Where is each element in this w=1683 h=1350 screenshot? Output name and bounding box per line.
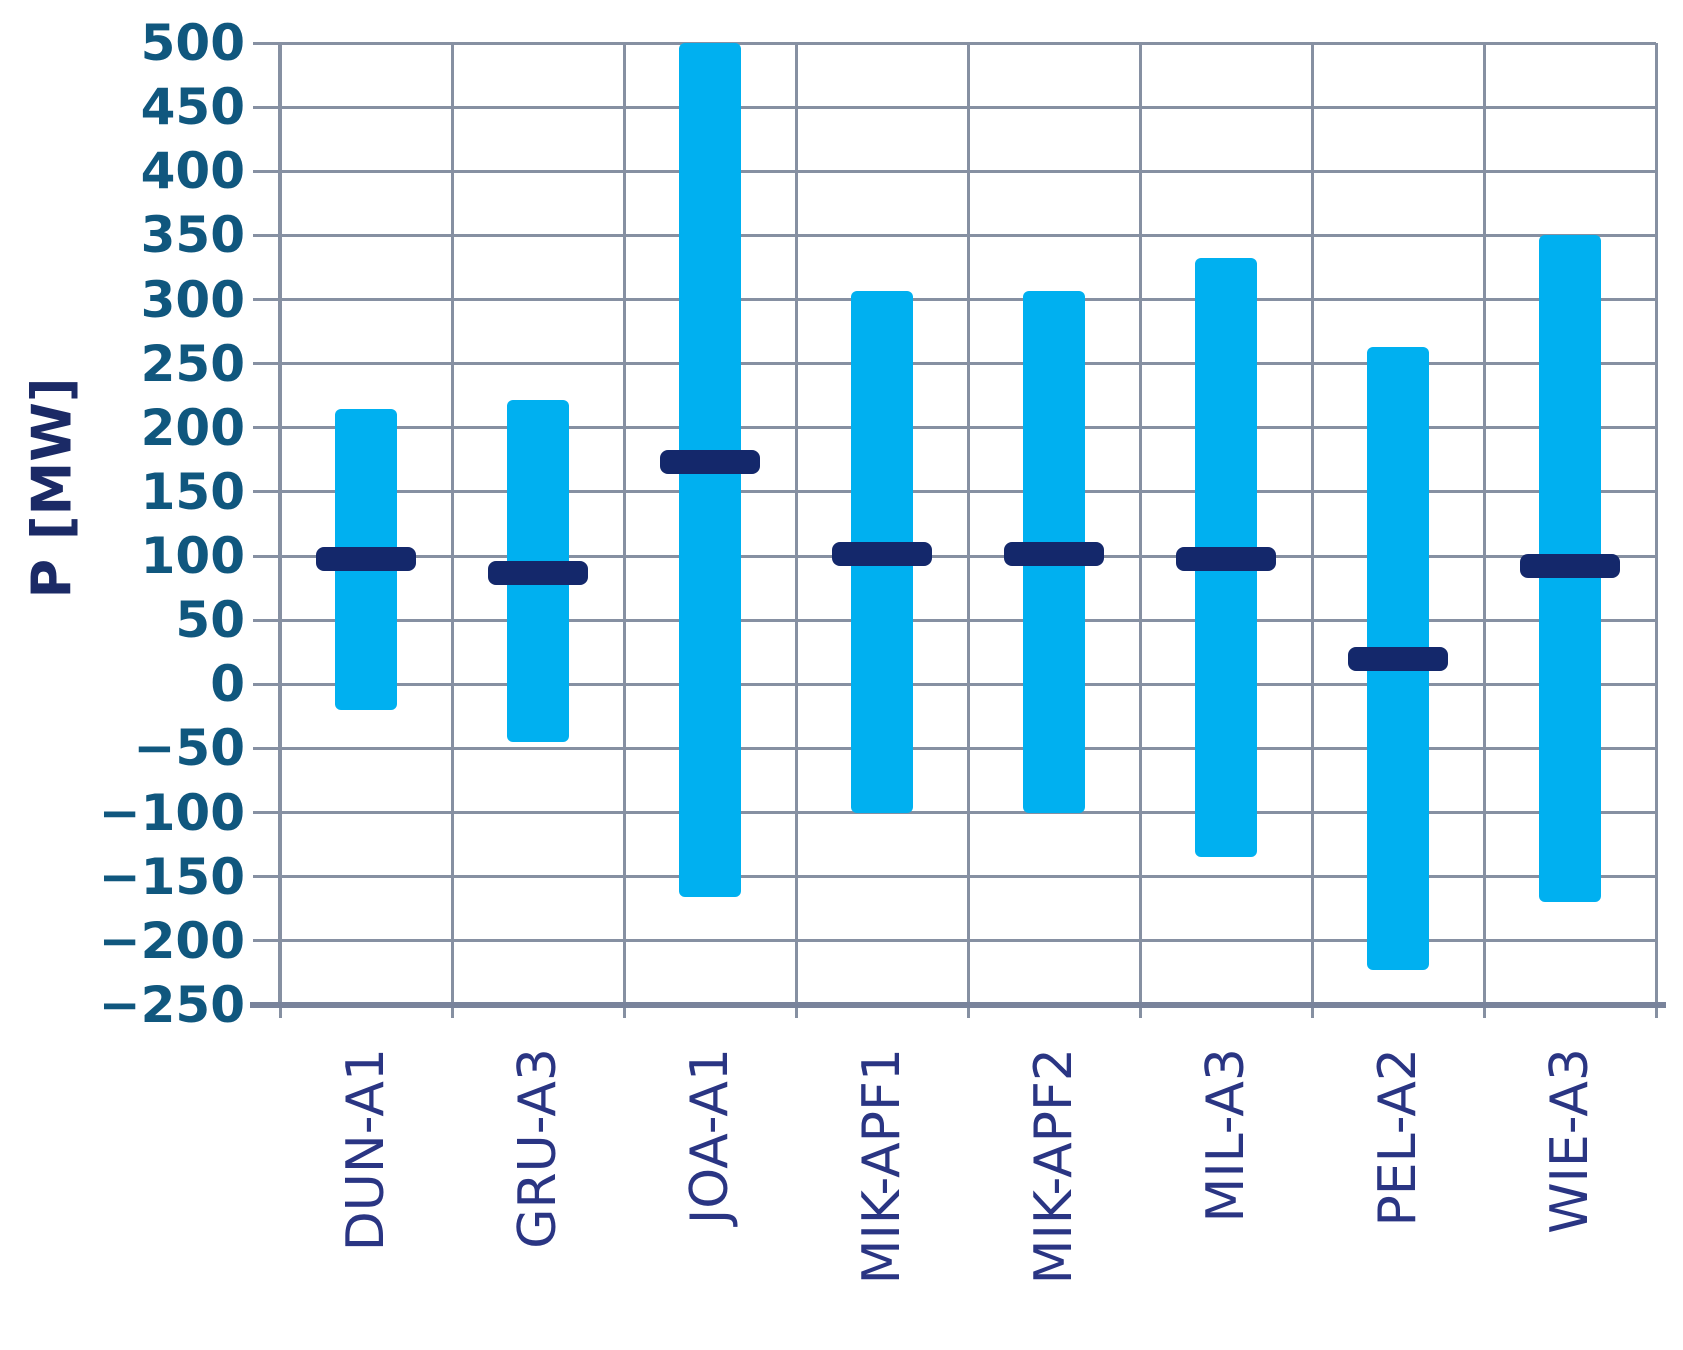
category-boundary-line (1138, 43, 1142, 1005)
y-tick-label: 0 (210, 655, 245, 714)
category-label: WIE-A3 (1540, 1048, 1600, 1234)
category-label: JOA-A1 (680, 1048, 740, 1225)
y-tick-mark (253, 298, 280, 302)
y-tick-label: 100 (140, 527, 245, 586)
category-boundary-line (966, 43, 970, 1005)
category-boundary-line (450, 43, 454, 1005)
x-tick-mark (450, 1005, 454, 1018)
y-tick-label: 400 (140, 142, 245, 201)
x-tick-mark (278, 1005, 282, 1018)
y-tick-label: 250 (140, 334, 245, 393)
y-tick-mark (253, 41, 280, 45)
x-axis-line (250, 1002, 1666, 1008)
y-tick-mark (253, 618, 280, 622)
y-tick-mark (253, 169, 280, 173)
x-tick-mark (622, 1005, 626, 1018)
x-tick-mark (966, 1005, 970, 1018)
y-tick-mark (253, 875, 280, 879)
y-axis-line (278, 43, 282, 1005)
y-tick-label: 50 (175, 591, 245, 650)
category-boundary-line (1482, 43, 1486, 1005)
y-tick-mark (253, 105, 280, 109)
category-label: MIK-APF2 (1024, 1048, 1084, 1285)
y-tick-mark (253, 426, 280, 430)
y-tick-mark (253, 362, 280, 366)
y-tick-mark (253, 554, 280, 558)
category-label: MIK-APF1 (852, 1048, 912, 1285)
y-tick-label: −50 (133, 719, 245, 778)
y-tick-label: 200 (140, 398, 245, 457)
marker-bar (832, 541, 932, 566)
y-tick-mark (253, 939, 280, 943)
category-label: PEL-A2 (1368, 1048, 1428, 1227)
marker-bar (488, 560, 588, 585)
marker-bar (1520, 554, 1620, 579)
category-boundary-line (1310, 43, 1314, 1005)
y-tick-label: 500 (140, 14, 245, 72)
y-tick-label: −200 (98, 911, 245, 970)
y-tick-label: −250 (98, 976, 245, 1034)
y-tick-label: −100 (98, 783, 245, 842)
category-label: MIL-A3 (1196, 1048, 1256, 1223)
y-tick-label: 300 (140, 270, 245, 329)
y-tick-label: −150 (98, 847, 245, 906)
x-tick-mark (1482, 1005, 1486, 1018)
marker-bar (1348, 646, 1448, 671)
marker-bar (660, 450, 760, 475)
category-label: DUN-A1 (336, 1048, 396, 1252)
category-label: GRU-A3 (508, 1048, 568, 1249)
x-tick-mark (1310, 1005, 1314, 1018)
category-boundary-line (794, 43, 798, 1005)
category-boundary-line (1654, 43, 1658, 1005)
y-tick-mark (253, 233, 280, 237)
y-tick-mark (253, 490, 280, 494)
x-tick-mark (794, 1005, 798, 1018)
marker-bar (316, 546, 416, 571)
y-tick-label: 150 (140, 462, 245, 521)
marker-bar (1176, 546, 1276, 571)
x-tick-mark (1138, 1005, 1142, 1018)
marker-bar (1004, 541, 1104, 566)
y-tick-mark (253, 682, 280, 686)
y-tick-label: 350 (140, 206, 245, 265)
y-tick-label: 450 (140, 78, 245, 137)
x-tick-mark (1654, 1005, 1658, 1018)
y-tick-mark (253, 746, 280, 750)
category-boundary-line (622, 43, 626, 1005)
y-tick-mark (253, 811, 280, 815)
